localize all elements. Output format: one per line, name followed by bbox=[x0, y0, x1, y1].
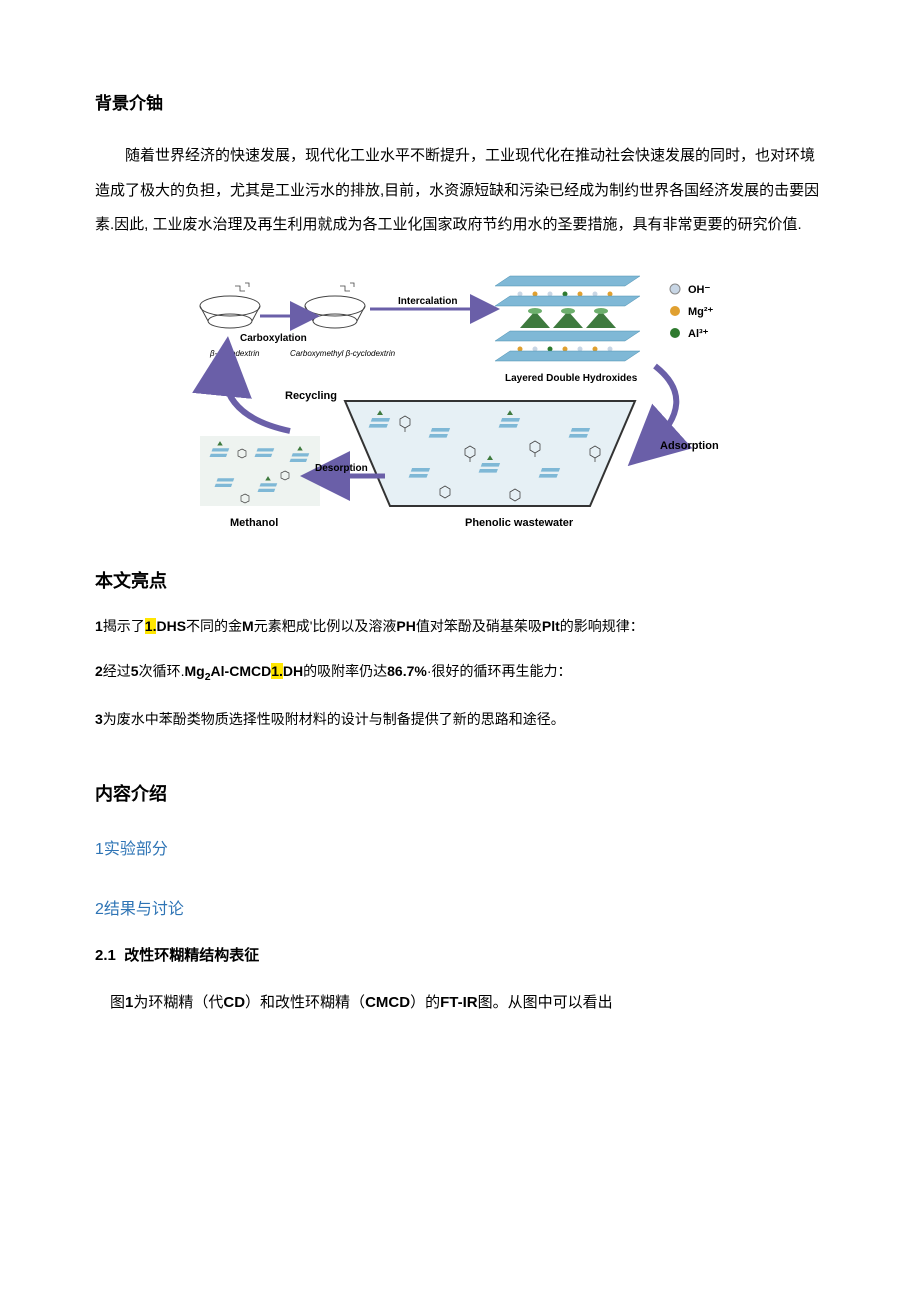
highlight-2: 2经过5次循环.Mg2Al-CMCD1.DH的吸附率仍达86.7%·很好的循环再… bbox=[95, 659, 825, 687]
highlight-1-num: 1 bbox=[95, 618, 103, 634]
cyclodextrin-ldh-diagram: Carboxylation β-cyclodextrin Carboxymeth… bbox=[180, 271, 740, 541]
ldh-label: Layered Double Hydroxides bbox=[505, 373, 638, 384]
cm-cyclodextrin-icon bbox=[305, 283, 365, 328]
page: 背景介铀 随着世界经济的快速发展，现代化工业水平不断提升，工业现代化在推动社会快… bbox=[0, 0, 920, 1078]
methanol-label: Methanol bbox=[230, 517, 278, 529]
recycling-arrow-icon bbox=[225, 366, 290, 431]
legend-oh: OH⁻ bbox=[688, 284, 711, 296]
background-heading: 背景介铀 bbox=[95, 90, 825, 117]
diagram-container: Carboxylation β-cyclodextrin Carboxymeth… bbox=[95, 271, 825, 550]
content-intro-heading: 内容介绍 bbox=[95, 780, 825, 809]
wastewater-tank-icon bbox=[345, 401, 635, 506]
figure-description: 图1为环糊精（代CD）和改性环糊精（CMCD）的FT-IR图。从图中可以看出 bbox=[95, 988, 825, 1018]
legend: OH⁻ Mg²⁺ Al³⁺ bbox=[670, 284, 714, 340]
highlights-heading: 本文亮点 bbox=[95, 567, 825, 596]
highlight-mark-icon: 1. bbox=[271, 663, 283, 679]
adsorption-arrow-icon bbox=[650, 366, 676, 446]
background-paragraph: 随着世界经济的快速发展，现代化工业水平不断提升，工业现代化在推动社会快速发展的同… bbox=[95, 139, 825, 243]
phenolic-label: Phenolic wastewater bbox=[465, 517, 574, 529]
recycling-label: Recycling bbox=[285, 390, 337, 402]
highlight-2-num: 2 bbox=[95, 663, 103, 679]
legend-al: Al³⁺ bbox=[688, 328, 709, 340]
adsorption-label: Adsorption bbox=[660, 440, 719, 452]
desorption-label: Desorption bbox=[315, 463, 368, 474]
diagram-svg: Carboxylation β-cyclodextrin Carboxymeth… bbox=[180, 271, 740, 541]
highlight-3: 3为废水中苯酚类物质选择性吸附材料的设计与制备提供了新的思路和途径。 bbox=[95, 707, 825, 732]
cm-beta-cd-label: Carboxymethyl β-cyclodextrin bbox=[290, 349, 396, 358]
highlight-mark-icon: 1. bbox=[145, 618, 157, 634]
highlight-1: 1揭示了1.DHS不同的金M元素粑成'比例以及溶液PH值对笨酚及硝基茱吸Plt的… bbox=[95, 614, 825, 639]
ldh-layers-icon bbox=[495, 276, 640, 361]
beta-cd-label: β-cyclodextrin bbox=[209, 349, 260, 358]
carboxylation-label: Carboxylation bbox=[240, 333, 307, 344]
methanol-box-icon bbox=[200, 436, 320, 506]
highlight-3-num: 3 bbox=[95, 711, 103, 727]
section-2: 2结果与讨论 bbox=[95, 897, 825, 923]
intercalation-label: Intercalation bbox=[398, 296, 457, 307]
cyclodextrin-icon bbox=[200, 283, 260, 328]
legend-mg: Mg²⁺ bbox=[688, 306, 714, 318]
section-1: 1实验部分 bbox=[95, 837, 825, 863]
subsection-2-1: 2.1 改性环糊精结构表征 bbox=[95, 944, 825, 968]
